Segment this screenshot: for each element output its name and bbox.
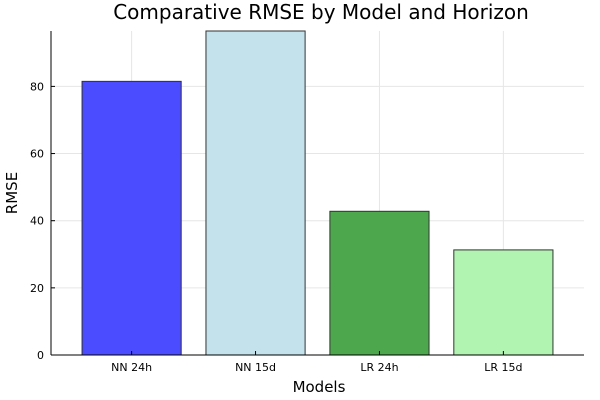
bar-nn-15d (205, 30, 306, 356)
y-tick-label: 40 (30, 215, 44, 228)
y-tick-label: 20 (30, 282, 44, 295)
x-tick-label: NN 15d (235, 361, 276, 374)
x-tick-label: NN 24h (111, 361, 152, 374)
bar-nn-24h (81, 80, 182, 356)
chart-title: Comparative RMSE by Model and Horizon (113, 0, 529, 24)
x-tick-label: LR 15d (484, 361, 522, 374)
bar-lr-15d (453, 249, 554, 356)
tick-labels: 0 20 40 60 80 NN 24h NN 15d LR 24h LR 15d (30, 80, 523, 374)
y-axis-label: RMSE (3, 172, 21, 214)
axes (50, 31, 584, 356)
bars (81, 30, 554, 356)
y-tick-label: 80 (30, 80, 44, 93)
bar-lr-24h (329, 210, 430, 356)
y-tick-label: 60 (30, 148, 44, 161)
y-tick-label: 0 (37, 349, 44, 362)
x-axis-label: Models (293, 378, 346, 396)
x-tick-label: LR 24h (360, 361, 398, 374)
